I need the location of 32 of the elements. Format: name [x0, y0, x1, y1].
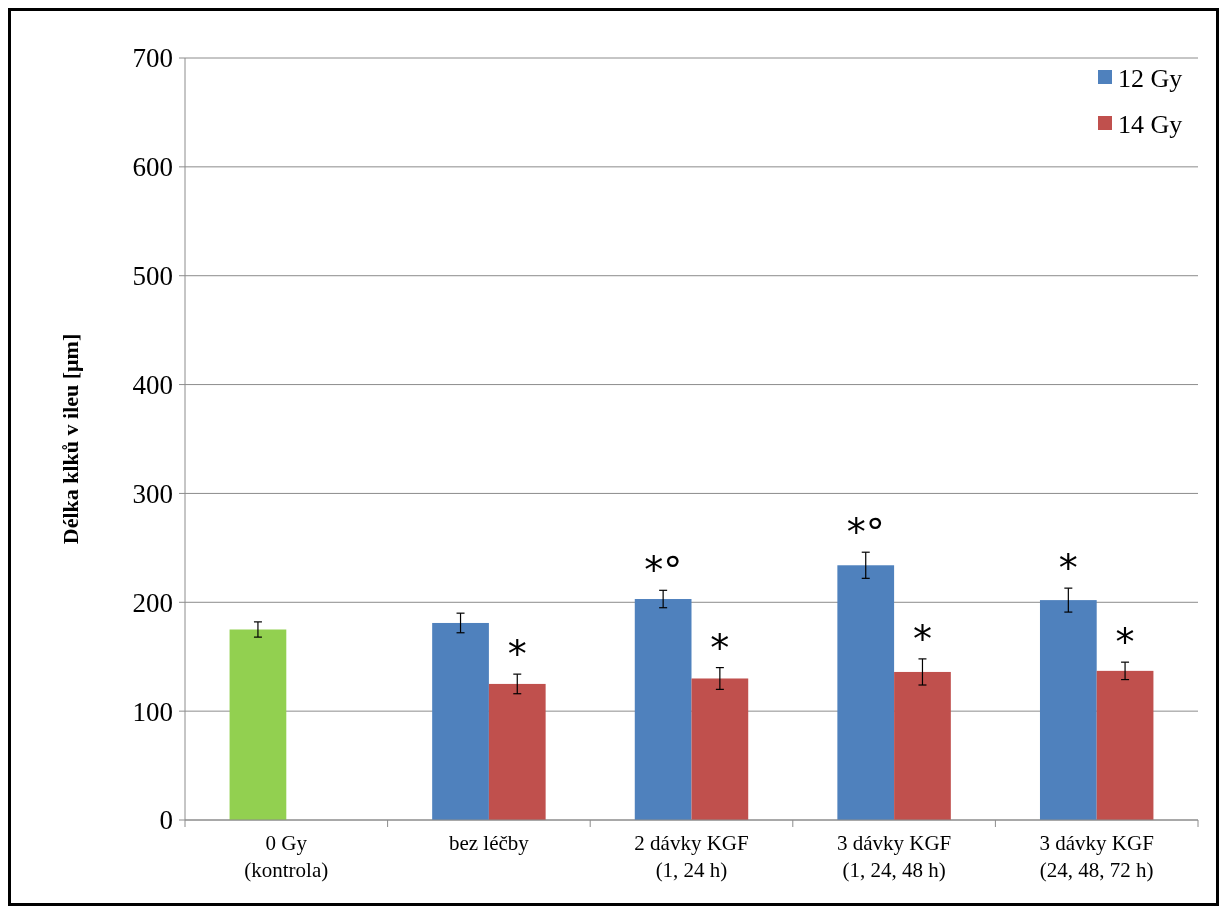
y-tick-label: 0	[159, 805, 173, 836]
y-tick-label: 300	[132, 478, 173, 509]
bar	[432, 622, 489, 820]
x-tick-label: 3 dávky KGF (24, 48, 72 h)	[1039, 831, 1154, 882]
annotation: *°	[846, 510, 885, 555]
y-tick-label: 700	[132, 43, 173, 74]
y-tick-label: 600	[132, 152, 173, 183]
legend-label: 14 Gy	[1118, 110, 1183, 140]
x-tick-label: bez léčby	[448, 831, 530, 855]
y-axis-title: Délka klků v ileu [μm]	[58, 333, 83, 545]
bar	[1096, 670, 1154, 820]
x-tick-label: 3 dávky KGF (1, 24, 48 h)	[836, 831, 952, 882]
legend-label: 12 Gy	[1118, 64, 1183, 94]
y-tick-label: 400	[132, 370, 173, 401]
x-tick-label: 2 dávky KGF (1, 24 h)	[634, 831, 749, 882]
x-tick-label: 0 Gy (kontrola)	[244, 831, 329, 882]
annotation: *	[1115, 620, 1135, 665]
annotation: *	[507, 632, 527, 677]
annotation: *°	[644, 548, 683, 593]
annotation: *	[912, 616, 932, 661]
annotation: *	[710, 625, 730, 670]
y-tick-label: 500	[132, 261, 173, 292]
y-tick-label: 100	[132, 696, 173, 727]
bar	[229, 629, 287, 820]
bar	[837, 565, 895, 820]
bar	[634, 599, 692, 820]
bar	[691, 678, 749, 820]
annotation: *	[1058, 546, 1078, 591]
bar	[1039, 600, 1097, 820]
y-tick-label: 200	[132, 587, 173, 618]
bar	[894, 671, 951, 820]
bar	[488, 683, 546, 820]
